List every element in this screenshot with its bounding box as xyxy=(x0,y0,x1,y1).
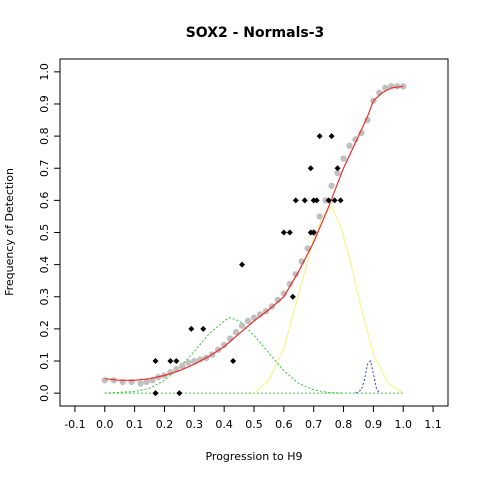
y-tick-label: 0.0 xyxy=(38,384,51,402)
observed-point xyxy=(316,133,323,140)
observed-point xyxy=(286,229,293,236)
smoothed-point xyxy=(232,328,240,336)
smoothed-point xyxy=(346,142,353,149)
smoothed-point xyxy=(185,359,192,366)
smoothed-point xyxy=(256,311,264,318)
x-tick-label: 0.3 xyxy=(186,418,204,431)
x-tick-label: -0.1 xyxy=(64,418,85,431)
smoothed-point xyxy=(334,169,341,177)
x-tick-label: 0.4 xyxy=(215,418,233,431)
observed-point xyxy=(313,197,320,204)
observed-point xyxy=(328,133,335,140)
smoothed-point xyxy=(328,182,335,190)
observed-point xyxy=(310,229,317,236)
smoothed-point xyxy=(382,84,389,92)
observed-point xyxy=(176,390,183,397)
observed-point xyxy=(280,229,287,236)
y-tick-label: 0.5 xyxy=(38,224,51,242)
x-tick-label: 0.6 xyxy=(275,418,293,431)
observed-point xyxy=(292,197,299,204)
mixture-component-3-line xyxy=(355,359,380,394)
y-tick-label: 0.6 xyxy=(38,192,51,210)
smoothed-point xyxy=(286,280,294,288)
plot-marks xyxy=(101,83,407,397)
observed-point xyxy=(239,261,246,268)
smoothed-point xyxy=(110,377,117,384)
observed-point xyxy=(188,325,195,332)
chart-title: SOX2 - Normals-3 xyxy=(186,25,325,41)
observed-point xyxy=(167,358,174,365)
smoothed-point xyxy=(316,213,323,220)
x-tick-label: 0.2 xyxy=(156,418,174,431)
smoothed-point xyxy=(400,83,407,90)
y-tick-label: 0.3 xyxy=(38,288,51,306)
smoothed-point xyxy=(128,378,135,386)
smoothed-point xyxy=(137,380,144,387)
x-axis-label: Progression to H9 xyxy=(205,450,302,463)
y-tick-label: 0.9 xyxy=(38,95,51,113)
smoothed-point xyxy=(101,377,108,384)
y-tick-label: 0.8 xyxy=(38,127,51,145)
x-tick-label: 0.9 xyxy=(365,418,383,431)
observed-point xyxy=(307,165,314,172)
smoothed-point xyxy=(220,341,228,349)
observed-point xyxy=(334,165,341,172)
observed-point xyxy=(337,197,344,204)
x-tick-label: 0.5 xyxy=(245,418,263,431)
observed-point xyxy=(230,358,237,365)
x-tick-label: 0.7 xyxy=(305,418,323,431)
smoothed-point xyxy=(119,378,126,386)
y-axis: 0.0 0.1 0.2 0.3 0.4 0.5 0.6 0.7 0.8 0.9 1.0 xyxy=(38,63,60,402)
smoothed-point xyxy=(340,155,347,162)
x-axis: -0.1 0.0 0.1 0.2 0.3 0.4 0.5 0.6 0.7 0.8 0.9 1.0 1.1 xyxy=(64,406,442,431)
smoothed-point xyxy=(238,322,246,329)
x-tick-label: 0.0 xyxy=(96,418,114,431)
observed-point xyxy=(200,325,207,332)
observed-point xyxy=(325,197,332,204)
x-tick-label: 0.8 xyxy=(335,418,353,431)
smoothed-point xyxy=(197,356,204,363)
y-tick-label: 0.2 xyxy=(38,320,51,338)
y-tick-label: 0.4 xyxy=(38,256,51,274)
y-axis-label: Frequency of Detection xyxy=(3,168,16,296)
y-tick-label: 0.1 xyxy=(38,352,51,370)
observed-point xyxy=(289,293,296,300)
x-tick-label: 1.1 xyxy=(424,418,442,431)
x-tick-label: 0.1 xyxy=(126,418,144,431)
smoothed-point xyxy=(179,362,186,370)
observed-point xyxy=(173,358,180,365)
mixture-component-1-line xyxy=(104,317,344,394)
smoothed-point xyxy=(143,378,150,386)
x-tick-label: 1.0 xyxy=(394,418,412,431)
plot-frame xyxy=(59,58,449,407)
observed-point xyxy=(331,197,338,204)
smoothed-point xyxy=(191,357,198,365)
smoothed-point xyxy=(274,296,282,304)
observed-point xyxy=(152,390,159,397)
mixture-component-2-line xyxy=(253,205,404,394)
observed-point xyxy=(301,197,308,204)
y-tick-label: 1.0 xyxy=(38,63,51,81)
y-tick-label: 0.7 xyxy=(38,159,51,177)
smoothed-point xyxy=(244,317,252,325)
smoothed-point xyxy=(352,136,359,143)
fit-curve-line xyxy=(104,85,404,381)
observed-point xyxy=(152,358,159,365)
